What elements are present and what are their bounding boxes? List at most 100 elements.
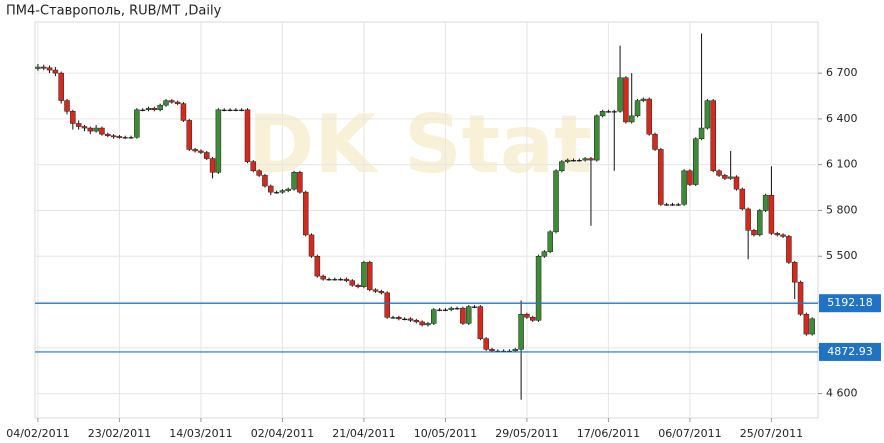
candle-body — [489, 349, 495, 352]
candle-body — [419, 321, 425, 326]
candle-body — [163, 100, 169, 106]
candle-body — [361, 262, 367, 288]
candle-body — [727, 176, 734, 179]
candle-body — [413, 320, 420, 323]
candle-body — [291, 172, 297, 190]
candle-body — [472, 306, 478, 308]
candle-body — [192, 149, 198, 152]
candle-body — [349, 280, 356, 286]
candle-body — [186, 120, 193, 150]
candle-body — [675, 204, 681, 206]
candle-body — [134, 109, 140, 138]
candle-body — [343, 278, 350, 281]
candle-body — [722, 175, 728, 179]
candle-body — [35, 66, 41, 69]
candle-body — [105, 133, 111, 136]
candle-body — [81, 126, 88, 129]
y-tick-label: 5 800 — [826, 203, 858, 216]
y-tick-label: 6 700 — [826, 66, 858, 79]
level-badge — [819, 342, 881, 361]
candle-body — [652, 133, 658, 150]
candle-body — [716, 170, 722, 176]
candle-body — [733, 176, 740, 190]
candle-body — [145, 107, 152, 110]
candle-body — [366, 262, 373, 291]
candle-body — [803, 313, 810, 335]
candle-body — [58, 72, 64, 101]
candle-body — [390, 317, 396, 319]
candle-body — [302, 191, 309, 236]
candle-body — [588, 158, 594, 161]
candle-body — [611, 111, 617, 113]
x-tick-label: 04/02/2011 — [6, 427, 69, 440]
candle-body — [285, 188, 291, 191]
candle-body — [786, 236, 792, 263]
candle-body — [407, 318, 414, 321]
candle-body — [372, 289, 379, 292]
candle-body — [605, 111, 611, 113]
candle-body — [52, 69, 59, 74]
candle-body — [780, 234, 786, 237]
candle-body — [250, 161, 257, 172]
candle-body — [535, 255, 542, 321]
candle-body — [628, 115, 635, 123]
candle-body — [774, 233, 780, 236]
candle-body — [198, 150, 204, 153]
candle-body — [297, 172, 303, 193]
x-tick-label: 23/02/2011 — [88, 427, 151, 440]
candle-body — [180, 103, 187, 121]
watermark: DK Stat — [248, 98, 592, 191]
candle-body — [227, 109, 233, 111]
candle-body — [698, 127, 705, 139]
candle-body — [326, 279, 332, 281]
candle-body — [402, 318, 408, 321]
candle-body — [460, 307, 466, 324]
candle-body — [751, 230, 757, 236]
y-tick-label: 6 400 — [826, 112, 858, 125]
candle-body — [541, 251, 548, 257]
candle-body — [268, 185, 274, 193]
candle-body — [623, 77, 629, 123]
x-tick-label: 14/03/2011 — [169, 427, 232, 440]
candle-body — [553, 170, 559, 233]
candle-body — [448, 307, 454, 310]
candle-body — [140, 109, 146, 111]
candle-body — [221, 109, 227, 111]
candle-body — [46, 67, 53, 71]
candle-body — [524, 313, 530, 318]
y-tick-label: 6 100 — [826, 158, 858, 171]
candle-body — [169, 100, 175, 103]
candle-body — [425, 323, 431, 326]
candle-body — [308, 234, 315, 257]
candle-body — [594, 115, 600, 161]
candle-body — [110, 135, 117, 138]
candle-body — [355, 284, 361, 288]
y-tick-label: 5 500 — [826, 249, 858, 262]
candle-body — [681, 170, 687, 205]
candle-body — [768, 194, 775, 234]
candle-body — [687, 170, 693, 185]
level-label: 4872.93 — [827, 345, 873, 358]
candle-body — [518, 313, 524, 350]
y-tick-label: 4 600 — [826, 387, 858, 400]
x-tick-label: 21/04/2011 — [332, 427, 395, 440]
candle-body — [239, 109, 245, 111]
chart-title: ПМ4-Ставрополь, RUB/MT ,Daily — [6, 4, 222, 19]
x-tick-label: 02/04/2011 — [251, 427, 314, 440]
candle-body — [320, 275, 326, 280]
candle-body — [396, 317, 402, 320]
candle-body — [797, 281, 804, 315]
candle-body — [274, 192, 280, 194]
candle-body — [116, 136, 123, 138]
candle-body — [692, 138, 699, 185]
candle-body — [739, 188, 746, 210]
candle-body — [658, 149, 664, 205]
candle-body — [332, 279, 338, 281]
candle-body — [465, 306, 472, 324]
x-tick-label: 25/07/2011 — [740, 427, 803, 440]
candle-body — [99, 127, 105, 135]
candle-body — [262, 175, 268, 187]
candle-body — [477, 306, 484, 339]
